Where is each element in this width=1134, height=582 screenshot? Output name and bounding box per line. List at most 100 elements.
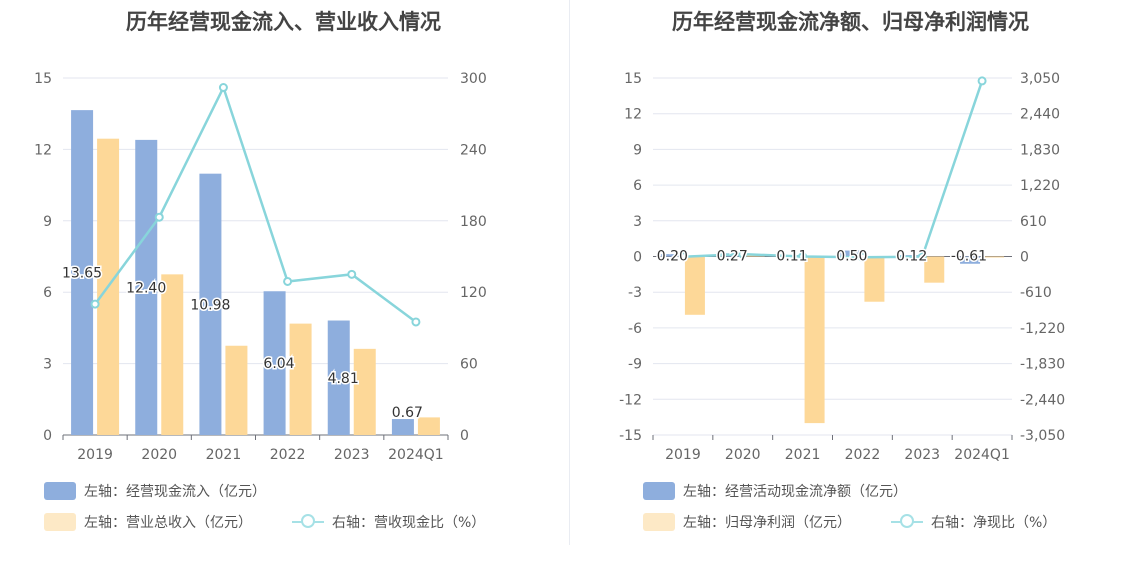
bar-secondary <box>924 256 945 283</box>
y-right-tick-label: 60 <box>460 357 478 373</box>
bar-data-label: -0.61 <box>951 249 987 265</box>
y-left-tick-label: -12 <box>619 392 642 408</box>
bar-primary <box>660 254 681 257</box>
y-right-tick-label: -610 <box>1020 285 1052 301</box>
line-point <box>917 252 927 262</box>
chart-title: 历年经营现金流净额、归母净利润情况 <box>672 10 1029 34</box>
bar-secondary <box>864 256 885 302</box>
bar-secondary <box>225 345 248 435</box>
bar-secondary <box>417 417 440 435</box>
y-right-tick-label: 3,050 <box>1020 71 1060 87</box>
bar-primary <box>840 250 861 257</box>
bar-secondary <box>353 348 376 435</box>
y-left-tick-label: 3 <box>43 357 52 373</box>
bar-data-label: 0.27 <box>717 249 748 265</box>
legend-item[interactable]: 左轴：经营现金流入（亿元） <box>44 481 266 501</box>
line-series-path <box>94 84 417 323</box>
legend-item[interactable]: 左轴：营业总收入（亿元） <box>44 512 252 532</box>
legend-label: 左轴：归母净利润（亿元） <box>683 515 851 531</box>
y-right-tick-label: -3,050 <box>1020 428 1065 444</box>
legend-item[interactable]: 右轴：营收现金比（%） <box>292 512 485 532</box>
chart-panel-right: 历年经营现金流净额、归母净利润情况 -15 -12 -9 -6 -3 0 3 6 9 12 15 -3… <box>567 0 1134 582</box>
y-right-tick-label: 0 <box>460 428 469 444</box>
y-right-tick-label: 300 <box>460 71 487 87</box>
line-point <box>347 269 357 279</box>
legend-line-icon <box>292 513 324 531</box>
y-left-tick-label: 15 <box>624 71 642 87</box>
legend-line-icon <box>891 513 923 531</box>
x-tick-label: 2022 <box>270 447 306 463</box>
legend-label: 左轴：经营活动现金流净额（亿元） <box>683 484 907 500</box>
y-left-tick-label: 0 <box>633 250 642 266</box>
bar-data-label: 13.65 <box>62 266 102 282</box>
bar-secondary <box>984 256 1005 258</box>
x-tick-label: 2021 <box>785 447 821 463</box>
bar-secondary <box>289 323 312 435</box>
y-right-tick-label: 240 <box>460 142 487 158</box>
y-right-tick-label: 180 <box>460 214 487 230</box>
y-right-tick-label: -1,220 <box>1020 321 1065 337</box>
chart-panel-left: 历年经营现金流入、营业收入情况 0 3 6 9 12 15 0 60 120 180 240 300 2… <box>34 10 487 532</box>
bar-primary <box>71 110 94 435</box>
legend-label: 右轴：净现比（%） <box>931 515 1057 531</box>
bar-data-label: 4.81 <box>328 371 359 387</box>
legend-swatch-net-profit <box>643 513 675 531</box>
line-point <box>218 83 228 93</box>
x-tick-label: 2021 <box>206 447 242 463</box>
x-tick-label: 2019 <box>77 447 113 463</box>
legend-swatch-revenue <box>44 513 76 531</box>
y-left-tick-label: 12 <box>34 142 52 158</box>
y-left-tick-label: -15 <box>619 428 642 444</box>
bar-secondary <box>684 256 705 315</box>
y-left-tick-label: -3 <box>628 285 642 301</box>
panel-divider <box>569 0 570 545</box>
x-tick-label: 2022 <box>845 447 881 463</box>
bar-primary <box>391 419 414 435</box>
y-left-tick-label: 9 <box>43 214 52 230</box>
chart-title: 历年经营现金流入、营业收入情况 <box>126 10 441 34</box>
y-left-tick-label: 15 <box>34 71 52 87</box>
y-right-tick-label: 2,440 <box>1020 107 1060 123</box>
bar-primary <box>960 256 981 264</box>
line-point <box>283 276 293 286</box>
y-right-tick-label: 1,220 <box>1020 178 1060 194</box>
legend-item[interactable]: 右轴：净现比（%） <box>891 512 1056 532</box>
y-left-tick-label: 3 <box>633 214 642 230</box>
line-point <box>977 76 987 86</box>
bar-secondary <box>804 256 825 424</box>
bar-data-label: 0.50 <box>836 249 867 265</box>
line-point <box>738 249 748 259</box>
legend-label: 左轴：经营现金流入（亿元） <box>84 484 266 500</box>
line-point <box>90 299 100 309</box>
line-point <box>798 252 808 262</box>
legend-label: 右轴：营收现金比（%） <box>332 515 486 531</box>
chart-canvas: 0 3 6 9 12 15 0 60 120 180 240 300 2019 2020 2021 2022 2… <box>34 71 487 463</box>
bar-data-label: 12.40 <box>126 280 166 296</box>
legend-swatch-net-cash-flow <box>643 482 675 500</box>
x-tick-label: 2020 <box>725 447 761 463</box>
line-point <box>154 212 164 222</box>
bar-data-label: 0.67 <box>392 405 423 421</box>
y-right-tick-label: 0 <box>1020 250 1029 266</box>
y-left-tick-label: 6 <box>43 285 52 301</box>
x-tick-label: 2019 <box>665 447 701 463</box>
legend-item[interactable]: 左轴：归母净利润（亿元） <box>643 512 851 532</box>
line-point <box>857 252 867 262</box>
bar-primary <box>327 320 350 435</box>
line-point <box>678 252 688 262</box>
y-left-tick-label: 0 <box>43 428 52 444</box>
x-tick-label: 2020 <box>141 447 177 463</box>
line-series-path <box>682 80 984 259</box>
chart-canvas: -15 -12 -9 -6 -3 0 3 6 9 12 15 -3,050 -2,440 -1,830 -1… <box>619 71 1065 463</box>
x-tick-label: 2023 <box>904 447 940 463</box>
bar-primary <box>263 291 286 435</box>
bar-primary <box>199 173 222 435</box>
x-tick-label: 2023 <box>334 447 370 463</box>
bar-secondary <box>161 274 184 435</box>
legend-item[interactable]: 左轴：经营活动现金流净额（亿元） <box>643 481 907 501</box>
y-left-tick-label: 12 <box>624 107 642 123</box>
x-tick-label: 2024Q1 <box>954 447 1010 463</box>
bar-data-label: 0.12 <box>896 249 927 265</box>
x-tick-label: 2024Q1 <box>388 447 444 463</box>
y-left-tick-label: 6 <box>633 178 642 194</box>
